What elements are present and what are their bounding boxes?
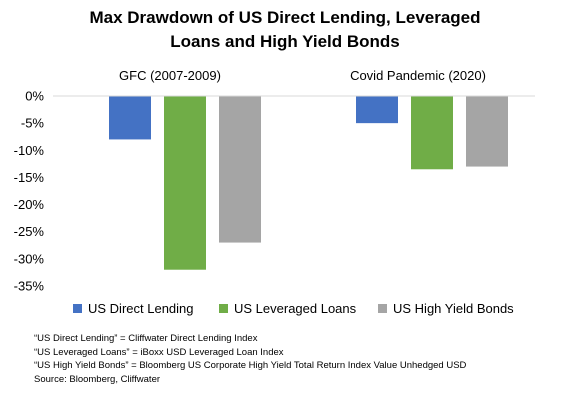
legend-item-direct-lending: US Direct Lending [73, 301, 194, 316]
legend-swatch-direct-lending [73, 304, 82, 313]
footnote-direct-lending: “US Direct Lending” = Cliffwater Direct … [34, 333, 258, 344]
y-tick-label: -25% [14, 224, 45, 239]
legend-swatch-leveraged-loans [219, 304, 228, 313]
footnote-source: Source: Bloomberg, Cliffwater [34, 373, 161, 385]
footnote-leveraged-loans: “US Leveraged Loans” = iBoxx USD Leverag… [34, 346, 284, 358]
legend-label-direct-lending: US Direct Lending [88, 301, 194, 316]
category-label: Covid Pandemic (2020) [350, 68, 486, 83]
chart-legend: US Direct Lending US Leveraged Loans US … [0, 301, 570, 319]
bar [356, 96, 398, 124]
chart-title-line-1: Max Drawdown of US Direct Lending, Lever… [89, 8, 481, 27]
y-tick-label: -10% [14, 143, 45, 158]
footnote-high-yield-bonds: “US High Yield Bonds” = Bloomberg US Cor… [34, 360, 467, 371]
y-tick-label: -20% [14, 197, 45, 212]
y-tick-label: -5% [21, 116, 45, 131]
chart-title: Max Drawdown of US Direct Lending, Lever… [0, 6, 570, 54]
legend-item-leveraged-loans: US Leveraged Loans [219, 301, 356, 316]
y-tick-label: -15% [14, 170, 45, 185]
y-tick-label: 0% [25, 89, 44, 104]
chart-title-line-2: Loans and High Yield Bonds [170, 32, 400, 51]
bar [164, 96, 206, 270]
bar [466, 96, 508, 167]
legend-label-high-yield-bonds: US High Yield Bonds [393, 301, 514, 316]
legend-item-high-yield-bonds: US High Yield Bonds [378, 301, 514, 316]
bar [109, 96, 151, 140]
legend-swatch-high-yield-bonds [378, 304, 387, 313]
legend-label-leveraged-loans: US Leveraged Loans [234, 301, 357, 316]
bar-chart: 0% -5% -10% -15% -20% -25% -30% -35% GFC (2007-2… [14, 68, 535, 294]
bar [219, 96, 261, 243]
category-label: GFC (2007-2009) [119, 68, 221, 83]
y-tick-label: -30% [14, 251, 45, 266]
bar [411, 96, 453, 170]
y-tick-label: -35% [14, 279, 45, 294]
footnotes: “US Direct Lending” = Cliffwater Direct … [34, 332, 466, 386]
